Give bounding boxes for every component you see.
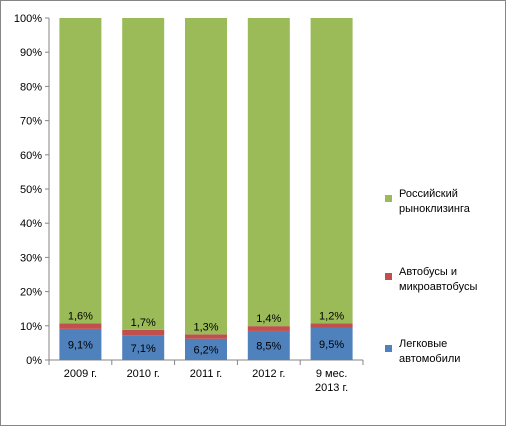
bar-segment xyxy=(247,18,290,327)
bar-segment xyxy=(59,323,102,329)
legend-item-leasing-market: Российский рыноклизинга xyxy=(385,187,499,217)
data-label: 9,5% xyxy=(319,339,344,351)
y-tick-label: 70% xyxy=(20,116,42,128)
bar-segment xyxy=(185,18,227,335)
bar-segment xyxy=(185,338,227,360)
x-tick-label: 2013 г. xyxy=(315,382,348,394)
y-tick-label: 90% xyxy=(20,47,42,59)
bar-segment xyxy=(59,328,102,360)
bar-segment xyxy=(247,326,290,331)
bar-segment xyxy=(122,18,165,330)
legend-swatch-buses xyxy=(385,273,392,280)
bar-segment xyxy=(122,335,165,360)
data-label: 9,1% xyxy=(68,339,93,351)
bar-segment xyxy=(310,323,353,328)
x-tick-label: 2010 г. xyxy=(127,368,160,380)
legend-label-leasing-market: Российский рыноклизинга xyxy=(399,188,470,215)
data-label: 8,5% xyxy=(256,340,281,352)
bar-segment xyxy=(59,18,102,324)
legend-label-buses: Автобусы и микроавтобусы xyxy=(399,266,478,293)
bar-segment xyxy=(122,329,165,336)
legend-swatch-cars xyxy=(385,345,392,352)
y-tick-label: 0% xyxy=(26,355,42,367)
x-tick-label: 2009 г. xyxy=(64,368,97,380)
y-tick-label: 80% xyxy=(20,81,42,93)
y-tick-label: 50% xyxy=(20,184,42,196)
y-tick-label: 10% xyxy=(20,321,42,333)
bar-segment xyxy=(310,327,353,360)
y-tick-label: 100% xyxy=(14,13,42,25)
y-tick-label: 30% xyxy=(20,252,42,264)
data-label: 6,2% xyxy=(193,344,218,356)
bar-segment xyxy=(247,330,290,360)
x-tick-label: 2012 г. xyxy=(252,368,285,380)
x-tick-label: 9 мес. xyxy=(316,368,347,380)
data-label: 1,4% xyxy=(256,313,281,325)
y-tick-label: 20% xyxy=(20,287,42,299)
bar-segment xyxy=(310,18,353,324)
bar-segment xyxy=(185,334,227,339)
data-label: 1,7% xyxy=(131,317,156,329)
data-label: 7,1% xyxy=(131,343,156,355)
legend-label-cars: Легковые автомобили xyxy=(399,338,461,365)
data-label: 1,3% xyxy=(193,321,218,333)
y-tick-label: 40% xyxy=(20,218,42,230)
data-label: 1,2% xyxy=(319,310,344,322)
legend-swatch-leasing-market xyxy=(385,195,392,202)
legend-item-buses: Автобусы и микроавтобусы xyxy=(385,265,499,295)
y-tick-label: 60% xyxy=(20,150,42,162)
data-label: 1,6% xyxy=(68,310,93,322)
legend-item-cars: Легковые автомобили xyxy=(385,337,499,367)
x-tick-label: 2011 г. xyxy=(190,368,222,380)
